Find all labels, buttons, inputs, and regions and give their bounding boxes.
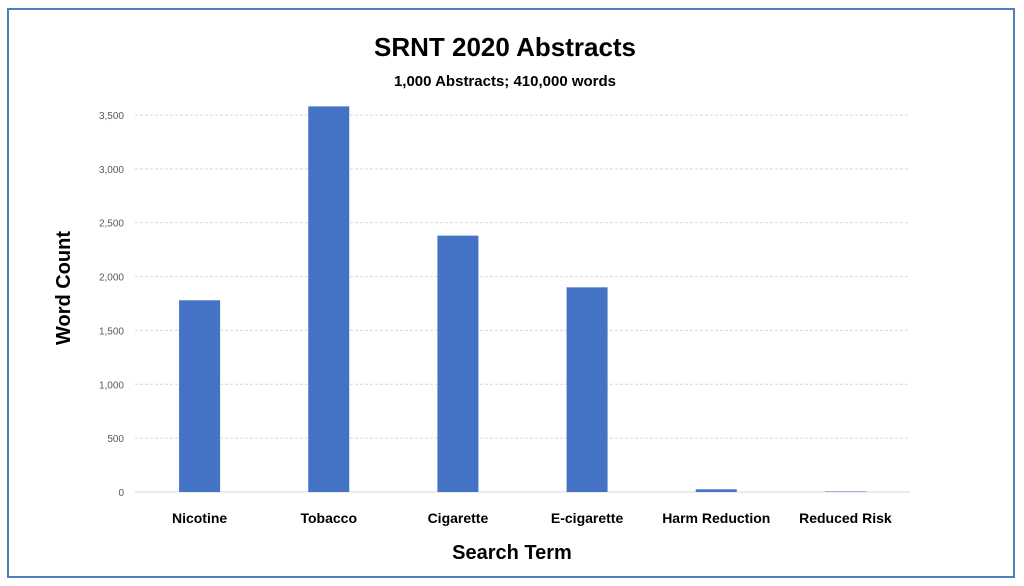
bars [179, 106, 866, 492]
bar-tobacco [308, 106, 350, 492]
gridlines [135, 114, 910, 493]
y-tick-label: 1,000 [99, 380, 124, 391]
x-tick-label: E-cigarette [551, 510, 624, 526]
y-axis-title: Word Count [53, 231, 75, 345]
x-axis-title: Search Term [452, 542, 572, 564]
bar-cigarette [437, 235, 479, 492]
bar-nicotine [179, 300, 221, 492]
y-tick-label: 500 [107, 434, 124, 445]
y-tick-label: 0 [118, 488, 124, 499]
bar-reduced-risk [824, 491, 866, 492]
x-tick-label: Tobacco [300, 510, 357, 526]
bar-harm-reduction [695, 489, 737, 492]
bar-e-cigarette [566, 287, 608, 492]
y-tick-label: 2,500 [99, 219, 124, 230]
y-tick-label: 3,000 [99, 165, 124, 176]
y-tick-label: 1,500 [99, 326, 124, 337]
x-tick-label: Reduced Risk [799, 510, 892, 526]
chart-title: SRNT 2020 Abstracts [374, 32, 636, 62]
chart-subtitle: 1,000 Abstracts; 410,000 words [394, 73, 616, 90]
y-axis-ticks: 0 500 1,000 1,500 2,000 2,500 3,000 3,500 [99, 111, 124, 499]
x-tick-label: Harm Reduction [662, 510, 770, 526]
x-tick-label: Cigarette [428, 510, 489, 526]
y-tick-label: 2,000 [99, 273, 124, 284]
x-axis-ticks: Nicotine Tobacco Cigarette E-cigarette Harm … [172, 510, 892, 526]
chart-frame [7, 8, 1015, 578]
x-tick-label: Nicotine [172, 510, 227, 526]
y-tick-label: 3,500 [99, 111, 124, 122]
